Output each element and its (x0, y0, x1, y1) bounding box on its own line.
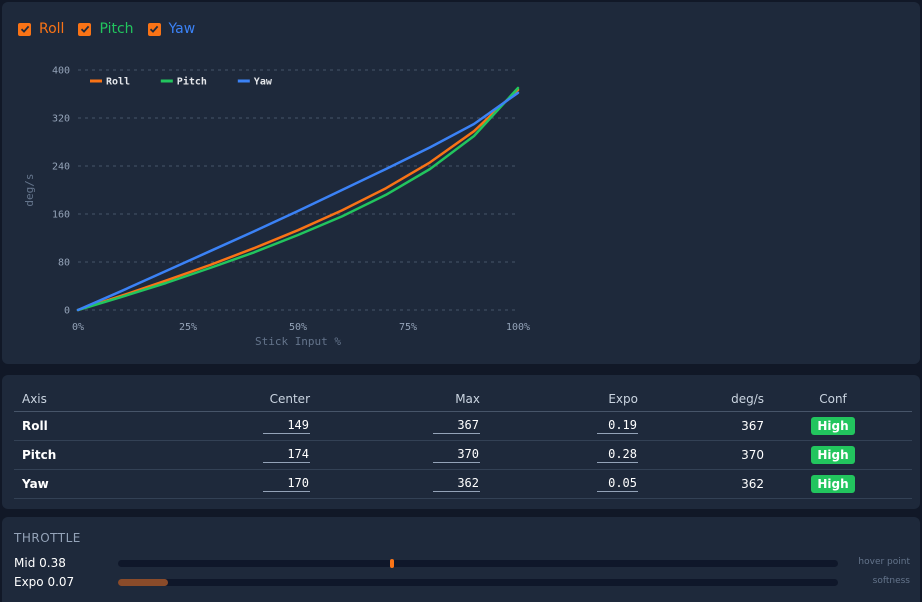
legend-label: Roll (106, 77, 130, 88)
throttle-title: THROTTLE (14, 531, 81, 545)
table-row: Pitch 174 370 0.28 370 High (14, 440, 912, 470)
series-line-yaw (76, 91, 520, 312)
x-tick-label: 50% (289, 322, 307, 333)
expo-input[interactable]: 0.28 (597, 447, 638, 463)
y-tick-label: 80 (58, 258, 70, 269)
x-axis-label: Stick Input % (255, 335, 341, 348)
throttle-expo-hint: softness (872, 576, 910, 586)
throttle-expo-slider[interactable] (118, 579, 838, 586)
toggle-pitch[interactable]: Pitch (78, 21, 134, 37)
legend-label: Pitch (177, 76, 207, 88)
toggle-roll[interactable]: Roll (18, 21, 64, 37)
table-header-row: Axis Center Max Expo deg/s Conf (14, 387, 912, 412)
y-tick-label: 160 (52, 210, 70, 221)
rates-table: Axis Center Max Expo deg/s Conf Roll 149… (14, 387, 912, 499)
rates-chart: 0 80 160 240 320 400 0% 25% 50% 75% 100% Stick Inpu… (23, 66, 530, 349)
conf-badge: High (811, 446, 855, 464)
throttle-mid-label: Mid 0.38 (14, 556, 66, 570)
legend-label: Yaw (254, 77, 273, 88)
y-tick-label: 240 (52, 162, 70, 173)
degs-cell: 362 (646, 469, 772, 499)
conf-badge: High (811, 417, 855, 435)
header-max: Max (318, 387, 488, 412)
y-axis-label: deg/s (23, 173, 36, 206)
series-line-pitch (76, 86, 520, 312)
axis-cell: Pitch (14, 440, 130, 470)
center-input[interactable]: 149 (263, 418, 310, 434)
toggle-label: Roll (39, 21, 65, 37)
axis-cell: Roll (14, 411, 130, 441)
y-tick-label: 320 (52, 114, 70, 125)
header-center: Center (130, 387, 318, 412)
x-tick-label: 75% (399, 322, 417, 333)
throttle-expo-row: Expo 0.07 softness (14, 575, 910, 589)
x-tick-label: 100% (506, 322, 530, 333)
throttle-mid-handle[interactable] (389, 559, 394, 568)
rates-chart-panel: Roll Pitch Yaw 0 80 160 240 320 400 0% 25% 50% 75… (2, 2, 920, 364)
throttle-expo-fill (118, 579, 169, 586)
y-tick-label: 400 (52, 66, 70, 77)
table-row: Yaw 170 362 0.05 362 High (14, 469, 912, 499)
toggle-label: Pitch (99, 21, 134, 37)
degs-cell: 367 (646, 411, 772, 441)
rates-table-panel: Axis Center Max Expo deg/s Conf Roll 149… (2, 375, 920, 509)
throttle-expo-label: Expo 0.07 (14, 575, 75, 589)
throttle-mid-hint: hover point (858, 557, 910, 567)
max-input[interactable]: 370 (433, 447, 480, 463)
series-line-roll (76, 88, 520, 312)
max-input[interactable]: 362 (433, 476, 480, 492)
toggle-yaw[interactable]: Yaw (147, 21, 196, 37)
y-tick-label: 0 (64, 306, 70, 317)
toggle-label: Yaw (168, 21, 196, 37)
x-tick-label: 0% (72, 322, 84, 333)
x-tick-label: 25% (179, 322, 197, 333)
throttle-panel: THROTTLE Mid 0.38 hover point Expo 0.07 … (2, 517, 920, 602)
throttle-mid-slider[interactable] (118, 559, 838, 568)
header-expo: Expo (488, 387, 646, 412)
degs-cell: 370 (646, 440, 772, 470)
max-input[interactable]: 367 (433, 418, 480, 434)
checkbox-icon[interactable] (18, 22, 31, 36)
axis-toggles: Roll Pitch Yaw (18, 21, 209, 37)
expo-input[interactable]: 0.05 (597, 476, 638, 492)
header-spacer (894, 387, 912, 412)
conf-badge: High (811, 475, 855, 493)
checkbox-icon[interactable] (147, 22, 161, 36)
expo-input[interactable]: 0.19 (597, 418, 638, 434)
center-input[interactable]: 170 (263, 476, 310, 492)
header-axis: Axis (14, 387, 130, 412)
header-degs: deg/s (646, 387, 772, 412)
header-conf: Conf (772, 387, 894, 412)
throttle-mid-row: Mid 0.38 hover point (14, 556, 910, 570)
table-row: Roll 149 367 0.19 367 High (14, 411, 912, 441)
center-input[interactable]: 174 (263, 447, 310, 463)
checkbox-icon[interactable] (78, 22, 92, 36)
axis-cell: Yaw (14, 469, 130, 499)
